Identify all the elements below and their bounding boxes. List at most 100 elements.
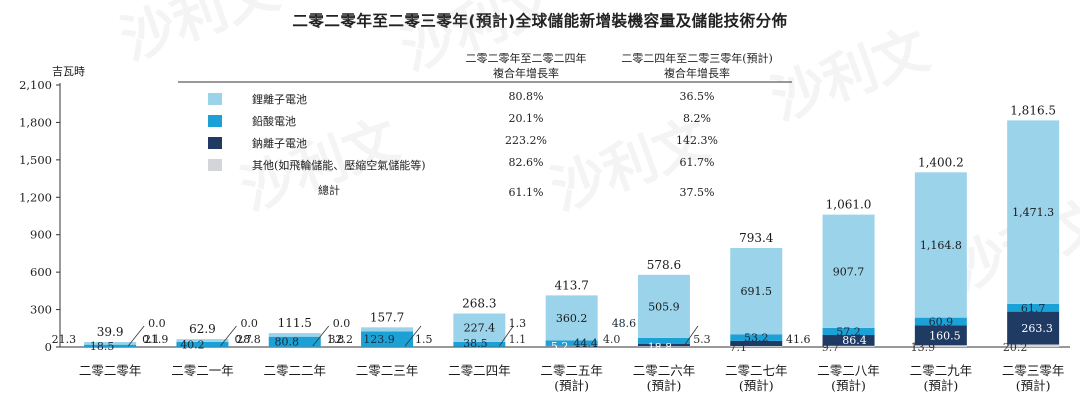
other-value-label: 13.9 (911, 341, 936, 354)
cagr-col1-subheader: 複合年增長率 (493, 66, 559, 80)
lead-acid-value-label: 40.2 (180, 338, 205, 351)
bar-segment (637, 343, 690, 347)
lead-acid-value-label: 38.5 (463, 337, 488, 350)
bar-total-label: 413.7 (554, 278, 588, 292)
lithium-value-label: 505.9 (648, 300, 680, 313)
lithium-value-label: 907.7 (833, 265, 865, 278)
bar-segment (1007, 311, 1060, 345)
lithium-value-label: 32.2 (329, 333, 354, 346)
bar-segment (84, 342, 137, 345)
bar-segment (914, 172, 967, 318)
leader-line (404, 325, 422, 347)
other-value-label: 1.5 (415, 333, 433, 346)
cagr-2020-2024: 223.2% (505, 134, 547, 147)
watermark-text: 沙利文 (763, 17, 937, 133)
cagr-total-2024-2030: 37.5% (680, 186, 715, 199)
lithium-value-label: 360.2 (556, 312, 588, 325)
y-tick-label: 1,200 (19, 190, 52, 204)
bar-segment (730, 334, 783, 341)
leader-line (312, 325, 330, 347)
sodium-value-label: 160.5 (929, 329, 961, 342)
bar-total-label: 157.7 (370, 310, 404, 324)
bar-segment (914, 325, 967, 346)
leader-line (499, 325, 514, 347)
x-category-label: 二零二八年 (817, 363, 880, 378)
lead-acid-value-label: 60.9 (929, 315, 954, 328)
y-tick-label: 900 (30, 228, 52, 242)
bar-segment (453, 341, 506, 347)
bar-segment (822, 327, 875, 336)
sodium-value-label: 18.8 (648, 341, 673, 354)
bar-segment (268, 333, 321, 337)
y-tick-label: 1,800 (19, 115, 52, 129)
bar-segment (730, 346, 783, 347)
other-value-label: 4.0 (603, 333, 621, 346)
sodium-value-label: 0.0 (148, 317, 166, 330)
sodium-value-label: 41.6 (786, 333, 811, 346)
lithium-value-label: 21.3 (52, 333, 77, 346)
cagr-2024-2030: 61.7% (680, 156, 715, 169)
bar-segment (361, 327, 414, 332)
sodium-value-label: 263.3 (1021, 322, 1053, 335)
other-value-label: 7.1 (730, 341, 748, 354)
x-category-label: 二零三零年 (1002, 363, 1065, 378)
bar-total-label: 793.4 (739, 231, 774, 245)
cagr-2020-2024: 20.1% (509, 112, 544, 125)
lead-acid-value-label: 18.5 (90, 340, 115, 353)
leader-line (127, 325, 145, 347)
other-value-label: 9.7 (822, 341, 840, 354)
bar-segment (453, 313, 506, 342)
y-tick-label: 0 (45, 340, 52, 354)
y-tick-label: 1,500 (19, 153, 52, 167)
legend-swatch (208, 137, 222, 149)
other-value-label: 5.3 (693, 333, 711, 346)
bar-total-label: 111.5 (278, 316, 312, 330)
bar-segment (730, 340, 783, 347)
bar-segment (545, 295, 598, 341)
x-category-sublabel: (預計) (554, 378, 589, 393)
sodium-value-label: 0.0 (240, 317, 258, 330)
cagr-2024-2030: 142.3% (676, 134, 718, 147)
x-category-sublabel: (預計) (923, 378, 958, 393)
bar-segment (545, 345, 598, 347)
x-category-label: 二零二九年 (910, 363, 973, 378)
lead-acid-value-label: 57.2 (836, 325, 861, 338)
bar-total-label: 1,061.0 (826, 198, 872, 212)
bar-segment (822, 335, 875, 346)
x-category-label: 二零二二年 (263, 363, 326, 378)
bar-segment (822, 214, 875, 328)
x-category-label: 二零二零年 (79, 363, 142, 378)
cagr-2020-2024: 80.8% (509, 90, 544, 103)
bar-total-label: 578.6 (647, 258, 681, 272)
lead-acid-value-label: 61.7 (1021, 302, 1046, 315)
bar-segment (1007, 344, 1060, 347)
x-category-sublabel: (預計) (647, 378, 682, 393)
other-value-label: 0.1 (142, 333, 160, 346)
bar-segment (637, 337, 690, 344)
legend-swatch (208, 159, 222, 171)
legend-label: 鈉離子電池 (252, 136, 307, 150)
sodium-value-label: 1.3 (509, 317, 527, 330)
x-category-sublabel: (預計) (831, 378, 866, 393)
watermark-text: 沙利文 (113, 0, 287, 72)
bar-segment (176, 341, 229, 347)
y-tick-label: 2,100 (19, 78, 52, 92)
cagr-2024-2030: 36.5% (680, 90, 715, 103)
bar-segment (822, 345, 875, 347)
bar-segment (730, 248, 783, 335)
legend-swatch (208, 93, 222, 105)
cagr-2020-2024: 82.6% (509, 156, 544, 169)
bar-segment (637, 274, 690, 338)
bar-segment (914, 345, 967, 347)
lithium-value-label: 21.9 (144, 333, 169, 346)
bar-segment (361, 331, 414, 347)
y-axis-label: 吉瓦時 (52, 65, 85, 78)
x-category-label: 二零二四年 (448, 363, 511, 378)
y-tick-label: 600 (30, 265, 52, 279)
y-tick-label: 300 (30, 303, 52, 317)
bar-segment (84, 344, 137, 347)
other-value-label: 1.1 (509, 333, 527, 346)
x-category-label: 二零二六年 (633, 363, 696, 378)
cagr-total-2020-2024: 61.1% (509, 186, 544, 199)
